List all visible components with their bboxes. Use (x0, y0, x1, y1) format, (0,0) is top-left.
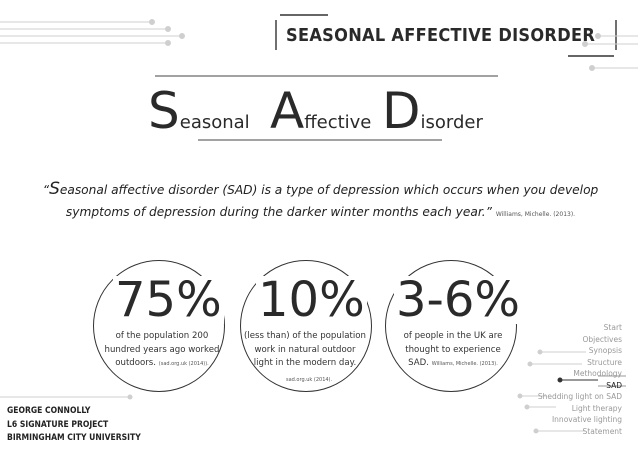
page-title: Seasonal Affective Disorder (148, 82, 488, 142)
header-title: SEASONAL AFFECTIVE DISORDER (286, 25, 596, 46)
stat-value-3: 3-6% (394, 272, 523, 328)
nav-item-objectives[interactable]: Objectives (582, 334, 622, 344)
title-word-affective: Affective (270, 86, 371, 136)
author-project: L6 SIGNATURE PROJECT (7, 419, 109, 430)
stat-desc-text-3: of people in the UK are thought to exper… (403, 331, 503, 368)
quote-open-mark: “ (42, 183, 50, 197)
title-rest-seasonal: easonal (179, 112, 250, 133)
nav-item-start[interactable]: Start (603, 323, 622, 332)
stat-circle-1 (93, 260, 225, 392)
nav-item-shedding-light[interactable]: Shedding light on SAD (537, 392, 622, 401)
author-block: GEORGE CONNOLLY L6 SIGNATURE PROJECT BIR… (7, 405, 141, 446)
quote-citation: Williams, Michelle. (2013). (495, 211, 576, 218)
stat-ref-2: sad.org.uk (2014). (286, 377, 333, 383)
stat-ref-1: (sad.org.uk (2014)). (158, 361, 209, 367)
nav-item-innovative-lighting[interactable]: Innovative lighting (551, 415, 622, 424)
nav-item-structure[interactable]: Structure (587, 357, 622, 367)
title-word-disorder: Disorder (382, 86, 483, 136)
author-name: GEORGE CONNOLLY (7, 406, 91, 416)
nav-item-sad[interactable]: SAD (606, 380, 622, 390)
title-cap-a: A (270, 82, 305, 140)
stat-desc-2: (less than) of the population work in na… (244, 331, 366, 368)
stat-desc-3: of people in the UK are thought to exper… (394, 330, 512, 372)
nav-item-light-therapy[interactable]: Light therapy (571, 403, 622, 413)
nav-item-synopsis[interactable]: Synopsis (588, 346, 622, 355)
title-cap-s: S (148, 82, 180, 140)
title-rest-disorder: isorder (420, 112, 483, 133)
quote-body: easonal affective disorder (SAD) is a ty… (59, 183, 599, 219)
nav-item-methodology[interactable]: Methodology (573, 369, 622, 378)
nav-item-statement[interactable]: Statement (582, 426, 622, 436)
stat-value-2: 10% (256, 272, 367, 328)
stat-circle-2 (240, 260, 372, 392)
title-word-seasonal: Seasonal (148, 86, 250, 136)
title-cap-d: D (382, 82, 421, 140)
title-rest-affective: ffective (304, 112, 372, 133)
quote-cap: S (49, 179, 60, 199)
stat-ref-3: Williams, Michelle. (2013). (431, 361, 498, 367)
header: SEASONAL AFFECTIVE DISORDER (272, 17, 622, 53)
author-university: BIRMINGHAM CITY UNIVERSITY (7, 433, 141, 443)
stat-desc-text-1: of the population 200 hundred years ago … (104, 331, 220, 368)
stat-circle-3 (385, 260, 517, 392)
stat-desc-1: of the population 200 hundred years ago … (103, 330, 221, 372)
definition-quote: “Seasonal affective disorder (SAD) is a … (38, 178, 603, 226)
section-nav: Start Objectives Synopsis Structure Meth… (538, 322, 622, 437)
stat-value-1: 75% (113, 272, 224, 328)
